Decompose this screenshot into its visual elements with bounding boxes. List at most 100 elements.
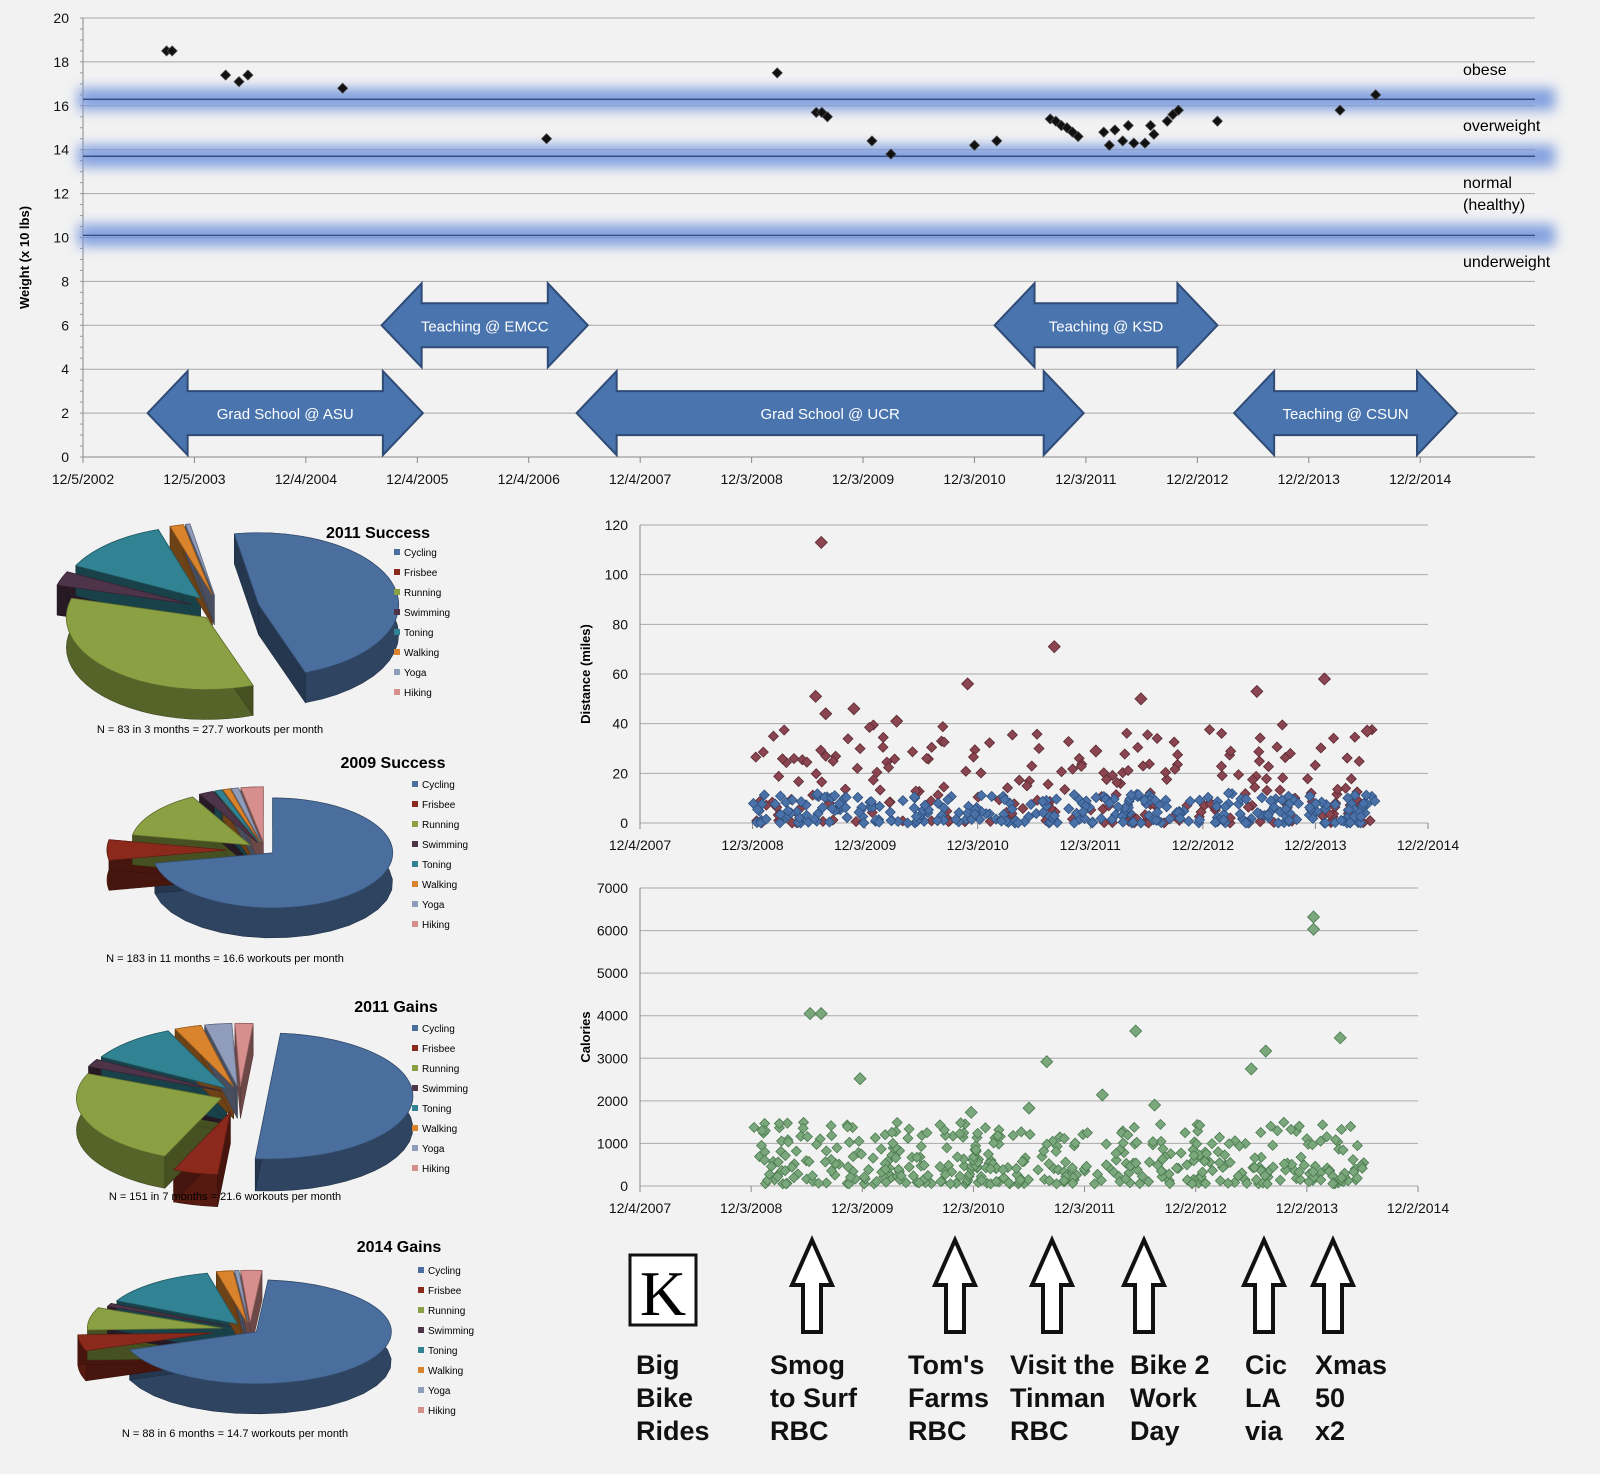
distance-chart-point — [1317, 672, 1331, 686]
distance-chart-point — [1256, 792, 1268, 804]
calories-chart-point — [1356, 1162, 1368, 1174]
calories-chart-point — [1022, 1174, 1034, 1186]
calories-chart-point — [972, 1127, 984, 1139]
distance-chart-point — [839, 801, 852, 814]
calories-chart-point — [1110, 1154, 1122, 1166]
calories-chart-point — [1179, 1127, 1191, 1139]
calories-chart-point — [1067, 1177, 1079, 1189]
calories-chart-point — [1041, 1138, 1053, 1150]
distance-chart-point — [1316, 796, 1328, 808]
distance-chart-point — [983, 737, 996, 749]
calories-chart-point — [842, 1161, 854, 1173]
calories-chart-point — [1206, 1138, 1218, 1150]
weight-point — [1117, 135, 1129, 147]
calories-chart-point — [1198, 1155, 1211, 1167]
distance-chart-point — [1033, 742, 1045, 755]
calories-chart-point — [1306, 1139, 1318, 1151]
distance-chart-point — [1026, 760, 1038, 772]
distance-chart-point — [1254, 732, 1266, 744]
pie-slice-cycling — [254, 1032, 413, 1160]
weight-y-tick-label: 4 — [61, 361, 69, 377]
legend-label-frisbee: Frisbee — [428, 1286, 462, 1297]
calories-chart-point — [853, 1135, 865, 1147]
distance-chart-point — [827, 755, 839, 767]
calories-chart-point — [858, 1178, 870, 1190]
distance-chart-point — [850, 815, 862, 828]
distance-chart-point — [1304, 790, 1316, 802]
distance-chart-point — [1225, 745, 1237, 757]
calories-chart-point — [1040, 1055, 1054, 1069]
distance-chart-point — [1077, 806, 1089, 818]
calories-chart-point — [1052, 1164, 1064, 1176]
calories-chart-point — [922, 1170, 934, 1182]
weight-point — [1044, 113, 1056, 125]
distance-chart-y-tick-label: 40 — [612, 716, 628, 732]
weight-point — [233, 76, 245, 88]
distance-chart-point — [858, 817, 870, 829]
calories-chart-point — [1214, 1157, 1226, 1169]
span-arrow — [380, 280, 590, 370]
distance-chart-point — [1063, 803, 1075, 815]
weight-point — [1103, 139, 1115, 151]
calories-chart-x-tick-label: 12/2/2013 — [1276, 1200, 1338, 1216]
distance-chart-point — [1271, 741, 1283, 753]
distance-chart-point — [1111, 776, 1123, 789]
up-arrow-icon — [1240, 1235, 1288, 1334]
distance-chart-y-tick-label: 20 — [612, 765, 628, 781]
distance-chart-point — [1089, 744, 1103, 758]
distance-chart-point — [816, 776, 828, 788]
distance-chart-point — [819, 791, 831, 803]
calories-chart-point — [939, 1168, 951, 1181]
calories-chart-point — [1337, 1144, 1349, 1156]
calories-chart-point — [1181, 1159, 1193, 1171]
distance-chart-point — [999, 793, 1011, 806]
calories-chart-point — [1175, 1147, 1187, 1159]
calories-chart-point — [1058, 1175, 1070, 1187]
calories-chart-point — [1250, 1174, 1262, 1186]
weight-x-tick-label: 12/4/2004 — [275, 471, 337, 487]
weight-x-tick-label: 12/4/2007 — [609, 471, 671, 487]
legend-label-frisbee: Frisbee — [422, 1044, 456, 1055]
legend-swatch-toning — [394, 629, 400, 635]
distance-chart-point — [921, 752, 933, 764]
distance-chart-point — [1012, 817, 1024, 829]
distance-chart-point — [1001, 782, 1014, 794]
legend-label-running: Running — [422, 1064, 459, 1075]
distance-chart-point — [1194, 814, 1206, 826]
pie-2011-success: 2011 Success Cycling Frisbee Running Swimmin… — [56, 523, 450, 736]
calories-chart-point — [941, 1142, 953, 1154]
calories-chart-x-tick-label: 12/4/2007 — [609, 1200, 671, 1216]
legend-label-hiking: Hiking — [422, 1164, 450, 1175]
distance-chart-point — [1369, 795, 1381, 807]
calories-chart-point — [1314, 1135, 1327, 1147]
calories-chart-point — [814, 1007, 828, 1021]
calories-chart-point — [1060, 1156, 1072, 1168]
pie-slice-cycling — [154, 797, 394, 909]
distance-chart-point — [1137, 760, 1149, 772]
distance-chart-point — [795, 796, 807, 808]
weight-y-tick-label: 6 — [61, 317, 69, 333]
distance-chart-point — [1315, 742, 1327, 754]
calories-chart-point — [1100, 1138, 1112, 1150]
calories-chart-point — [844, 1171, 857, 1183]
calories-chart-point — [1014, 1174, 1026, 1186]
distance-chart-point — [1250, 684, 1264, 698]
calories-chart-point — [825, 1120, 837, 1132]
calories-chart-point — [1155, 1165, 1167, 1177]
distance-chart-point — [1017, 802, 1029, 815]
distance-chart-point — [1151, 732, 1163, 744]
calories-chart-point — [826, 1130, 838, 1142]
legend-swatch-hiking — [394, 689, 400, 695]
legend-swatch-swimming — [412, 1085, 418, 1091]
weight-point — [1139, 137, 1151, 149]
distance-chart-point — [865, 796, 877, 808]
pie-title: 2011 Gains — [354, 999, 438, 1016]
distance-chart-point — [1121, 727, 1133, 739]
weight-zone-label: normal — [1463, 175, 1512, 192]
distance-chart-point — [1260, 773, 1272, 785]
distance-chart-point — [897, 795, 909, 807]
calories-chart-point — [1116, 1127, 1128, 1139]
distance-chart-point — [751, 803, 764, 816]
calories-chart-point — [934, 1119, 946, 1131]
calories-chart-point — [1129, 1024, 1143, 1038]
